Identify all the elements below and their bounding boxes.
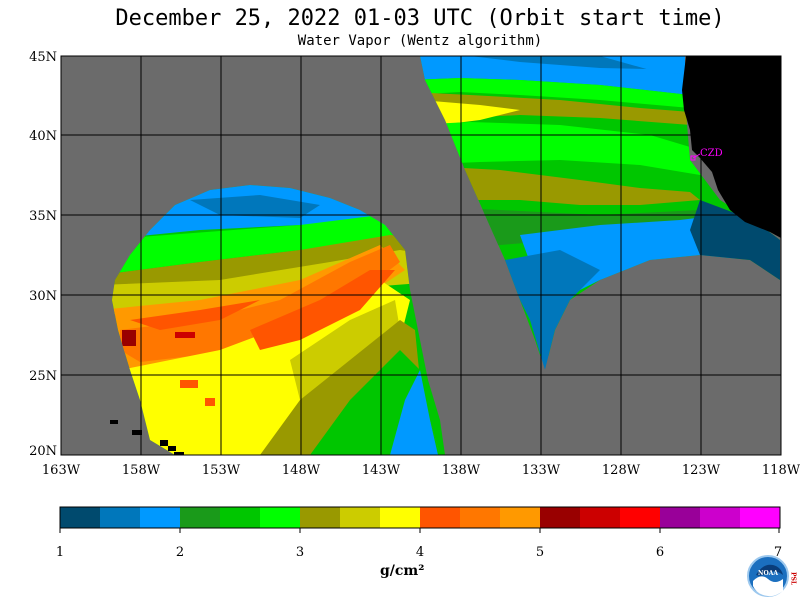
hawaiian-islands [110, 420, 184, 455]
colorbar-tick-labels: 1 2 3 4 5 6 7 [56, 545, 782, 560]
colorbar-swatch [260, 507, 301, 528]
lon-label: 158W [122, 463, 161, 478]
colorbar-swatch [60, 507, 101, 528]
map-title: December 25, 2022 01-03 UTC (Orbit start… [115, 6, 725, 31]
lon-label: 138W [442, 463, 481, 478]
latitude-labels: 45N 40N 35N 30N 25N 20N [29, 50, 57, 459]
lon-label: 123W [682, 463, 721, 478]
lon-label: 143W [362, 463, 401, 478]
lon-label: 153W [202, 463, 241, 478]
colorbar-swatch [660, 507, 701, 528]
colorbar-swatch [420, 507, 461, 528]
noaa-logo: NOAA PSL [747, 555, 797, 597]
lat-label: 40N [29, 129, 57, 144]
map-subtitle: Water Vapor (Wentz algorithm) [297, 33, 543, 49]
lat-label: 25N [29, 369, 57, 384]
logo-text: NOAA [758, 570, 778, 577]
colorbar-units-label: g/cm² [380, 563, 425, 579]
station-marker-czd [690, 153, 701, 161]
colorbar-swatch [300, 507, 341, 528]
map-frame [60, 55, 782, 456]
lat-lon-grid [61, 56, 781, 455]
colorbar-swatch [460, 507, 501, 528]
lon-label: 133W [522, 463, 561, 478]
colorbar-swatch [580, 507, 621, 528]
logo-side-text: PSL [790, 572, 797, 586]
colorbar-swatch [700, 507, 741, 528]
colorbar-tick-label: 7 [774, 545, 782, 560]
lat-label: 35N [29, 209, 57, 224]
colorbar-tick-label: 3 [296, 545, 304, 560]
colorbar-swatch [740, 507, 781, 528]
lon-label: 118W [762, 463, 800, 478]
colorbar-swatch [620, 507, 661, 528]
lon-label: 163W [42, 463, 81, 478]
colorbar-tick-label: 6 [656, 545, 664, 560]
station-label: CZD [700, 148, 723, 159]
colorbar-swatch [540, 507, 581, 528]
colorbar-tick-label: 1 [56, 545, 64, 560]
lon-label: 128W [602, 463, 641, 478]
colorbar-swatch [100, 507, 141, 528]
colorbar-swatch [380, 507, 421, 528]
lat-label: 30N [29, 289, 57, 304]
land-north-america [682, 56, 781, 238]
colorbar-swatch [180, 507, 221, 528]
colorbar-tick-label: 2 [176, 545, 184, 560]
longitude-labels: 163W 158W 153W 148W 143W 138W 133W 128W … [42, 463, 800, 478]
colorbar [60, 507, 781, 528]
colorbar-swatch [220, 507, 261, 528]
colorbar-swatch [500, 507, 541, 528]
lat-label: 20N [29, 444, 57, 459]
colorbar-tick-label: 4 [416, 545, 424, 560]
lat-label: 45N [29, 50, 57, 65]
colorbar-tick-label: 5 [536, 545, 544, 560]
lon-label: 148W [282, 463, 321, 478]
colorbar-swatch [340, 507, 381, 528]
colorbar-ticks [59, 528, 780, 533]
colorbar-swatch [140, 507, 181, 528]
